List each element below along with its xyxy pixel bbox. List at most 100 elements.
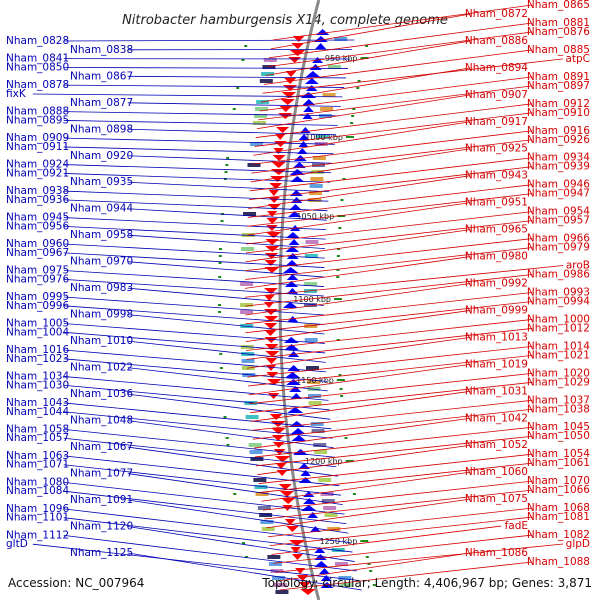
- gene-label[interactable]: Nham_0965: [465, 224, 528, 236]
- gene-label[interactable]: Nham_0995: [6, 291, 69, 303]
- gene-label[interactable]: Nham_0934: [527, 152, 590, 164]
- gene-label[interactable]: Nham_0888: [6, 106, 69, 118]
- gene-label[interactable]: Nham_1021: [527, 349, 590, 361]
- gene-label[interactable]: Nham_0970: [70, 256, 133, 268]
- gene-label[interactable]: Nham_1034: [6, 370, 69, 382]
- gene-label[interactable]: Nham_1091: [70, 494, 133, 506]
- gene-label[interactable]: Nham_0917: [465, 116, 528, 128]
- gene-label[interactable]: Nham_0907: [465, 89, 528, 101]
- gene-label[interactable]: Nham_1023: [6, 353, 69, 365]
- gene-label[interactable]: Nham_0898: [70, 123, 133, 135]
- gene-label[interactable]: Nham_0999: [465, 304, 528, 316]
- gene-label[interactable]: Nham_0897: [527, 80, 590, 92]
- gene-label[interactable]: Nham_0841: [6, 53, 69, 65]
- gene-label[interactable]: Nham_1037: [527, 394, 590, 406]
- gene-label[interactable]: Nham_1070: [527, 475, 590, 487]
- gene-label[interactable]: Nham_1038: [527, 403, 590, 415]
- gene-label[interactable]: Nham_0939: [527, 161, 590, 173]
- gene-label[interactable]: Nham_0960: [6, 238, 69, 250]
- gene-label[interactable]: Nham_1043: [6, 397, 69, 409]
- gene-label[interactable]: Nham_0986: [527, 269, 590, 281]
- gene-label[interactable]: Nham_1010: [70, 335, 133, 347]
- gene-label[interactable]: Nham_1101: [6, 512, 69, 524]
- gene-label[interactable]: Nham_1048: [70, 415, 133, 427]
- gene-label[interactable]: Nham_0921: [6, 167, 69, 179]
- gene-label[interactable]: Nham_0993: [527, 286, 590, 298]
- gene-label[interactable]: Nham_0938: [6, 185, 69, 197]
- gene-label[interactable]: Nham_0909: [6, 132, 69, 144]
- gene-label[interactable]: Nham_0926: [527, 134, 590, 146]
- gene-label[interactable]: Nham_0877: [70, 97, 133, 109]
- gene-label[interactable]: Nham_1000: [527, 313, 590, 325]
- gene-label[interactable]: Nham_0954: [527, 206, 590, 218]
- gene-label[interactable]: Nham_0998: [70, 309, 133, 321]
- gene-label[interactable]: Nham_0925: [465, 143, 528, 155]
- gene-label[interactable]: Nham_0912: [527, 98, 590, 110]
- gene-label[interactable]: Nham_0850: [6, 61, 69, 73]
- gene-label[interactable]: fixK: [6, 88, 27, 100]
- gene-label[interactable]: Nham_0944: [70, 203, 133, 215]
- gene-label[interactable]: Nham_1045: [527, 421, 590, 433]
- gene-label[interactable]: Nham_1052: [465, 439, 528, 451]
- gene-label[interactable]: Nham_0920: [70, 150, 133, 162]
- gene-label[interactable]: Nham_1112: [6, 529, 69, 541]
- gene-label[interactable]: Nham_0945: [6, 212, 69, 224]
- gene-label[interactable]: Nham_0943: [465, 170, 528, 182]
- gene-label[interactable]: Nham_0894: [465, 62, 528, 74]
- gene-label[interactable]: Nham_0976: [6, 273, 69, 285]
- gene-label[interactable]: Nham_1125: [70, 547, 133, 559]
- gene-label[interactable]: Nham_1061: [527, 457, 590, 469]
- gene-label[interactable]: Nham_0935: [70, 176, 133, 188]
- gene-label[interactable]: Nham_1029: [527, 376, 590, 388]
- gene-label[interactable]: Nham_1042: [465, 412, 528, 424]
- gene-label[interactable]: Nham_0910: [527, 107, 590, 119]
- gene-label[interactable]: Nham_0865: [527, 0, 590, 11]
- gene-label[interactable]: Nham_1075: [465, 493, 528, 505]
- gene-label[interactable]: Nham_1084: [6, 485, 69, 497]
- gene-label[interactable]: Nham_0946: [527, 179, 590, 191]
- gene-label[interactable]: Nham_0980: [465, 251, 528, 263]
- gene-label[interactable]: Nham_1036: [70, 388, 133, 400]
- gene-label[interactable]: Nham_0994: [527, 295, 590, 307]
- gene-label[interactable]: Nham_1088: [527, 556, 590, 568]
- gene-label[interactable]: Nham_0895: [6, 114, 69, 126]
- gene-label[interactable]: Nham_0947: [527, 188, 590, 200]
- gene-label[interactable]: Nham_1014: [527, 340, 590, 352]
- gene-label[interactable]: gltD: [6, 538, 28, 550]
- gene-label[interactable]: Nham_1071: [6, 459, 69, 471]
- gene-label[interactable]: Nham_0916: [527, 125, 590, 137]
- gene-label[interactable]: Nham_1050: [527, 430, 590, 442]
- gene-label[interactable]: Nham_1066: [527, 484, 590, 496]
- gene-label[interactable]: Nham_1060: [465, 466, 528, 478]
- gene-label[interactable]: Nham_1005: [6, 317, 69, 329]
- gene-label[interactable]: Nham_1086: [465, 547, 528, 559]
- gene-label[interactable]: Nham_0992: [465, 278, 528, 290]
- gene-label[interactable]: Nham_1054: [527, 448, 590, 460]
- gene-label[interactable]: Nham_0878: [6, 79, 69, 91]
- gene-label[interactable]: Nham_0885: [527, 44, 590, 56]
- gene-label[interactable]: Nham_1081: [527, 511, 590, 523]
- gene-label[interactable]: Nham_0881: [527, 17, 590, 29]
- gene-label[interactable]: Nham_1080: [6, 476, 69, 488]
- gene-label[interactable]: fadE: [505, 520, 528, 532]
- gene-label[interactable]: Nham_1016: [6, 344, 69, 356]
- gene-label[interactable]: Nham_1004: [6, 326, 69, 338]
- gene-label[interactable]: Nham_1019: [465, 358, 528, 370]
- gene-label[interactable]: Nham_1012: [527, 322, 590, 334]
- gene-label[interactable]: Nham_0996: [6, 300, 69, 312]
- gene-label[interactable]: Nham_1096: [6, 503, 69, 515]
- gene-label[interactable]: Nham_0891: [527, 71, 590, 83]
- gene-label[interactable]: Nham_0838: [70, 44, 133, 56]
- gene-label[interactable]: Nham_1044: [6, 406, 69, 418]
- gene-label[interactable]: atpC: [565, 53, 590, 65]
- gene-label[interactable]: Nham_1067: [70, 441, 133, 453]
- gene-label[interactable]: Nham_0975: [6, 265, 69, 277]
- gene-label[interactable]: Nham_1031: [465, 385, 528, 397]
- gene-label[interactable]: Nham_1077: [70, 468, 133, 480]
- gene-label[interactable]: Nham_0876: [527, 26, 590, 38]
- gene-label[interactable]: Nham_0956: [6, 220, 69, 232]
- gene-label[interactable]: Nham_1020: [527, 367, 590, 379]
- gene-label[interactable]: Nham_0983: [70, 282, 133, 294]
- gene-label[interactable]: Nham_0867: [70, 70, 133, 82]
- gene-label[interactable]: Nham_1030: [6, 379, 69, 391]
